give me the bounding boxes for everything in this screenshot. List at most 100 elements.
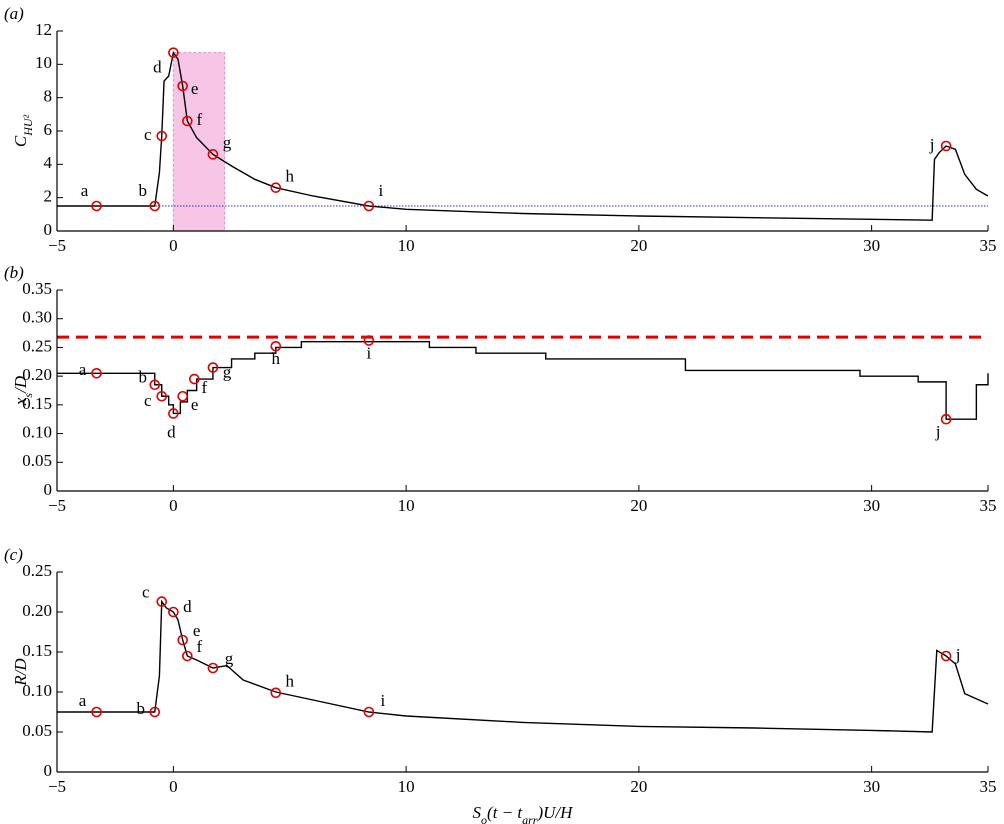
x-tick-label: 10	[398, 496, 415, 515]
marker	[149, 379, 161, 391]
x-tick-label: 35	[980, 236, 997, 255]
marker-label: e	[193, 621, 201, 640]
marker	[940, 413, 952, 425]
y-tick-label: 0.20	[22, 601, 52, 620]
x-tick-label: 30	[863, 777, 880, 796]
y-tick-label: 0.15	[22, 641, 52, 660]
marker	[182, 650, 193, 662]
panel-label: (b)	[4, 263, 24, 282]
x-tick-label: 30	[863, 236, 880, 255]
marker	[363, 200, 375, 212]
marker	[363, 706, 375, 718]
marker-label: c	[142, 583, 150, 602]
axis-label: CHU²	[11, 114, 35, 147]
marker	[177, 634, 188, 646]
marker-label: a	[81, 181, 89, 200]
y-tick-label: 8	[44, 87, 53, 106]
y-tick-label: 0.15	[22, 394, 52, 413]
x-tick-label: −5	[48, 777, 66, 796]
marker	[149, 200, 161, 212]
axis-label: So(t − tarr)U/H	[473, 803, 575, 824]
marker-label: d	[183, 597, 192, 616]
marker-label: j	[955, 645, 961, 664]
marker-label: i	[379, 181, 384, 200]
y-tick-label: 0.20	[22, 365, 52, 384]
y-tick-label: 12	[35, 20, 52, 39]
y-tick-label: 0.30	[22, 308, 52, 327]
marker-label: g	[225, 649, 234, 668]
y-tick-label: 0	[44, 761, 53, 780]
x-tick-label: 10	[398, 236, 415, 255]
y-tick-label: 6	[44, 120, 53, 139]
x-tick-label: 20	[630, 496, 647, 515]
axis-label-part: R/D	[11, 658, 30, 687]
y-tick-label: 0.10	[22, 422, 52, 441]
axis-label-part: S	[473, 803, 482, 822]
marker-label: h	[286, 167, 295, 186]
x-tick-label: −5	[48, 496, 66, 515]
y-tick-label: 0.05	[22, 721, 52, 740]
marker-label: b	[139, 181, 148, 200]
marker	[207, 362, 219, 373]
marker	[156, 596, 168, 607]
marker-label: a	[79, 360, 87, 379]
marker-label: f	[201, 378, 207, 397]
y-tick-label: 2	[44, 187, 53, 206]
marker	[189, 373, 200, 385]
marker-label: j	[935, 422, 941, 441]
x-tick-label: 0	[169, 777, 178, 796]
x-tick-label: 20	[630, 236, 647, 255]
marker	[156, 130, 168, 142]
y-tick-label: 0.35	[22, 279, 52, 298]
marker-label: d	[167, 422, 176, 441]
marker-label: b	[137, 699, 146, 718]
marker	[940, 140, 952, 152]
marker-label: b	[139, 368, 148, 387]
marker-label: i	[381, 691, 386, 710]
panel-label: (a)	[4, 4, 24, 23]
axis-label-part: s	[21, 393, 35, 398]
data-line	[57, 599, 989, 733]
x-tick-label: 35	[980, 496, 997, 515]
axis-label-part: C	[11, 135, 30, 147]
axis-label-part: /D	[11, 375, 30, 394]
marker	[168, 408, 179, 419]
marker-label: h	[272, 349, 281, 368]
y-tick-label: 0	[44, 220, 53, 239]
marker-label: e	[191, 79, 199, 98]
marker-label: f	[197, 637, 203, 656]
axis-label-part: x	[11, 397, 30, 406]
axis-label-part: HU²	[21, 114, 35, 136]
marker-label: f	[197, 110, 203, 129]
marker-label: a	[79, 691, 87, 710]
marker	[270, 340, 282, 352]
marker	[149, 706, 161, 718]
marker	[270, 687, 282, 699]
y-tick-label: 0.25	[22, 561, 52, 580]
marker	[168, 47, 179, 58]
x-tick-label: −5	[48, 236, 66, 255]
marker	[177, 390, 188, 402]
marker-label: g	[223, 133, 232, 152]
panel-label: (c)	[4, 545, 23, 564]
x-tick-label: 20	[630, 777, 647, 796]
axis-label-part: arr	[522, 813, 538, 824]
axis-label: xs/D	[11, 375, 35, 406]
axis-label-part: o	[481, 813, 487, 824]
x-tick-label: 10	[398, 777, 415, 796]
marker	[91, 706, 102, 718]
marker-label: j	[929, 135, 935, 154]
axis-label: R/D	[11, 658, 30, 687]
axis-label-part: (t − t	[487, 803, 523, 822]
x-tick-label: 0	[169, 236, 178, 255]
marker	[207, 149, 219, 160]
marker-label: g	[223, 362, 232, 381]
y-tick-label: 0	[44, 480, 53, 499]
marker	[182, 115, 193, 127]
x-tick-label: 30	[863, 496, 880, 515]
marker	[168, 606, 179, 618]
marker-label: h	[286, 672, 295, 691]
y-tick-label: 0.10	[22, 681, 52, 700]
marker	[940, 650, 952, 662]
